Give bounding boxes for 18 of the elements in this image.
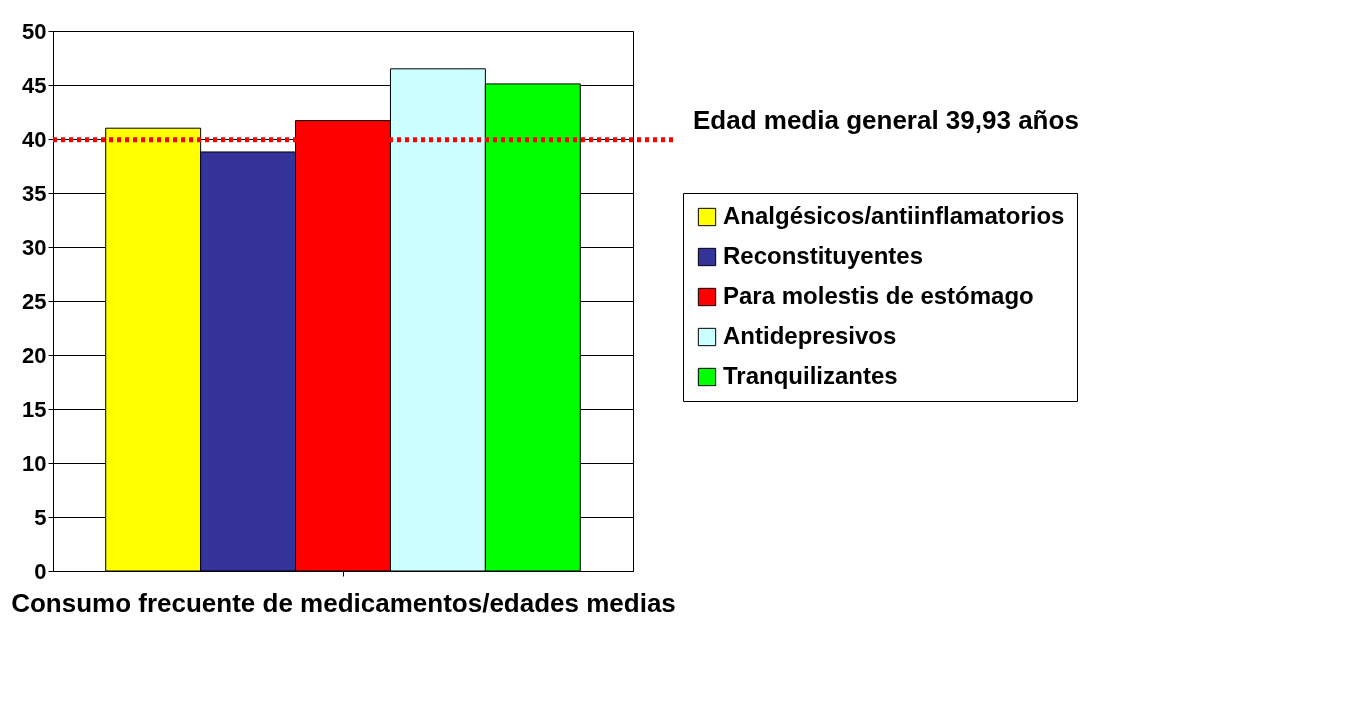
y-tick-label: 5 (34, 504, 47, 530)
legend-label: Reconstituyentes (723, 242, 924, 269)
y-tick-label: 10 (22, 450, 47, 476)
y-tick-label: 30 (22, 234, 47, 260)
x-axis-title: Consumo frecuente de medicamentos/edades medias (11, 588, 676, 618)
y-tick-label: 50 (22, 18, 47, 44)
legend-label: Antidepresivos (723, 322, 897, 349)
y-tick-label: 0 (34, 558, 47, 584)
y-tick-label: 35 (22, 180, 47, 206)
y-tick-label: 20 (22, 342, 47, 368)
y-tick-label: 40 (22, 126, 47, 152)
y-tick-label: 45 (22, 72, 47, 98)
legend-label: Analgésicos/antiinflamatorios (723, 202, 1065, 229)
ref-line-label: Edad media general 39,93 años (693, 104, 1079, 135)
y-tick-label: 25 (22, 288, 47, 314)
legend-label: Tranquilizantes (723, 362, 898, 389)
legend-label: Para molestis de estómago (723, 282, 1034, 309)
y-tick-label: 15 (22, 396, 47, 422)
